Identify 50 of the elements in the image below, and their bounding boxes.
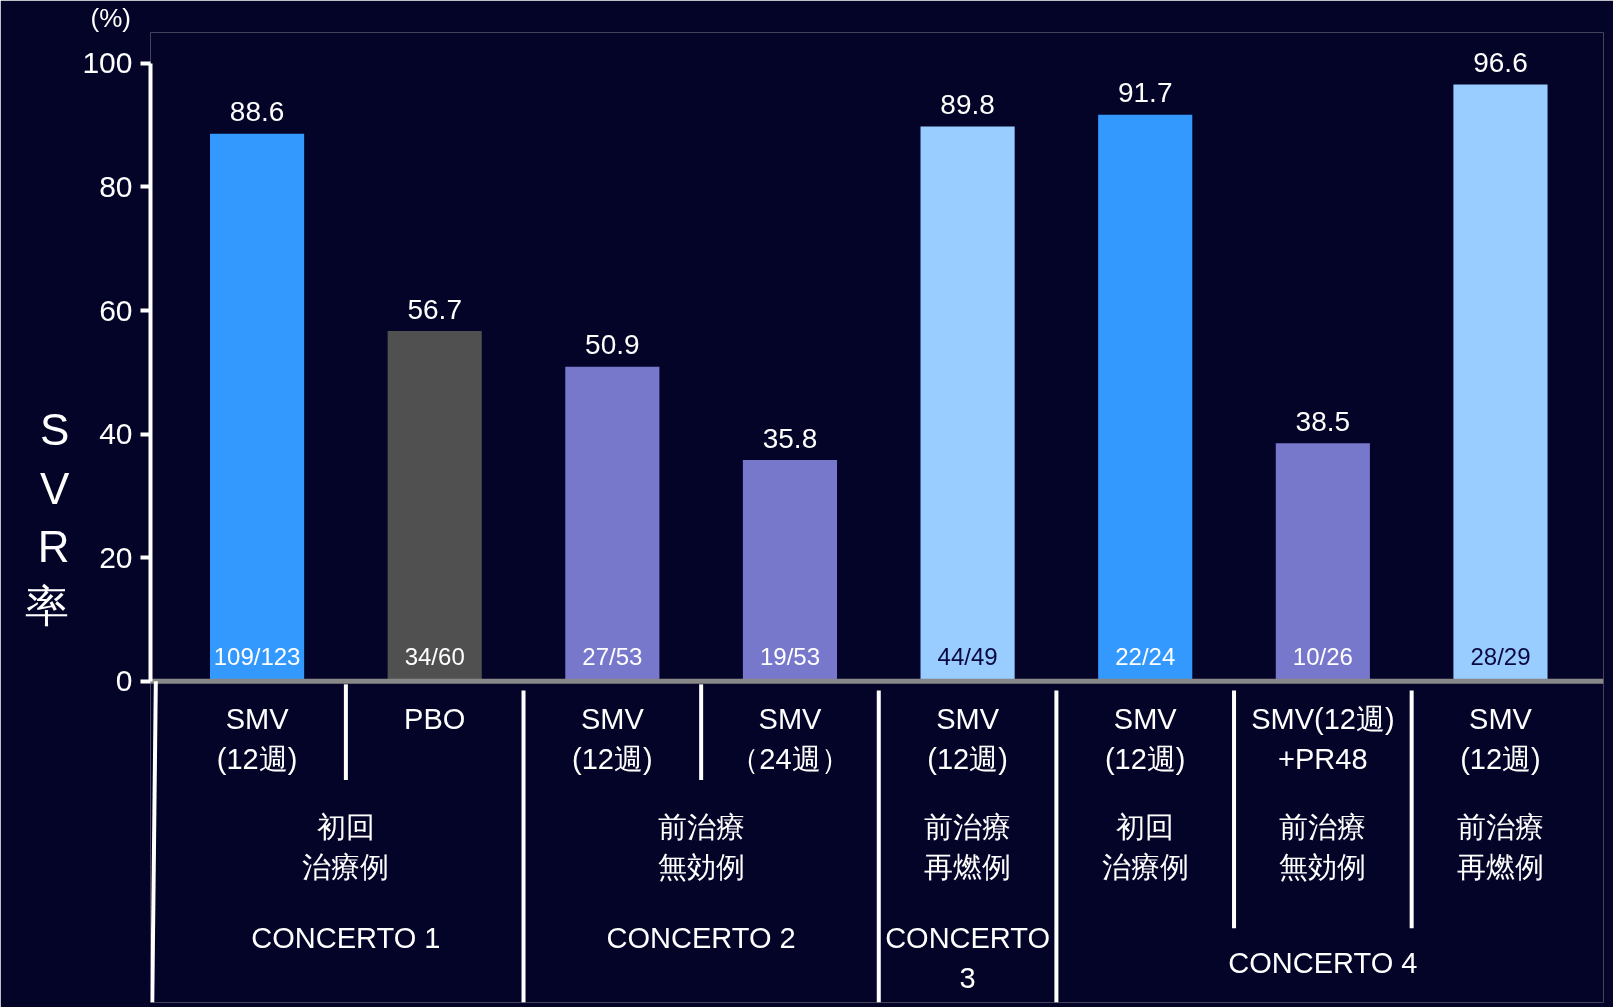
- text: CONCERTO 1: [251, 922, 441, 955]
- data-label: 56.7: [407, 293, 462, 325]
- y-tick-label: 100: [82, 46, 133, 80]
- y-tick-label: 40: [99, 417, 133, 451]
- y-tick-label: 60: [99, 293, 133, 327]
- x-tick-label: SMV (12週): [572, 702, 653, 775]
- text: 初回治療例: [1101, 810, 1189, 883]
- bar: [1275, 443, 1370, 682]
- x-tick-label: SMV (12週): [216, 702, 298, 775]
- text: (%): [90, 2, 131, 33]
- text: 前治療無効例: [1279, 810, 1367, 883]
- x-tick-label: PBO: [404, 702, 466, 735]
- y-tick-label: 80: [99, 169, 133, 203]
- x-tick-label: SMV （24週）: [730, 702, 850, 775]
- text: CONCERTO 4: [1228, 946, 1418, 979]
- data-label: 35.8: [762, 422, 818, 454]
- data-label: 96.6: [1473, 47, 1528, 79]
- annotation: 44/49: [937, 643, 998, 671]
- annotation: 10/26: [1292, 643, 1353, 671]
- x-tick-label: SMV (12週): [1104, 702, 1186, 775]
- bar: [1453, 84, 1548, 682]
- data-label: 88.6: [229, 96, 285, 128]
- y-tick-label: 20: [99, 540, 133, 574]
- text: 前治療再燃例: [924, 810, 1012, 883]
- annotation: 109/123: [213, 643, 301, 671]
- annotation: 19/53: [759, 643, 820, 671]
- annotation: 28/29: [1470, 643, 1531, 671]
- bar: [1098, 114, 1193, 682]
- x-tick-label: SMV(12週) +PR48: [1251, 702, 1395, 775]
- bar: [210, 133, 305, 682]
- annotation: 27/53: [582, 643, 643, 671]
- text: 前治療無効例: [657, 810, 745, 883]
- data-label: 91.7: [1117, 77, 1173, 109]
- x-tick-label: SMV (12週): [927, 702, 1008, 775]
- bar: [920, 126, 1015, 682]
- y-axis-title: SVR率: [25, 404, 71, 631]
- annotation: 22/24: [1115, 643, 1176, 671]
- bar: [742, 460, 838, 682]
- text: CONCERTO 3: [885, 922, 1051, 995]
- y-tick-label: 0: [115, 664, 133, 698]
- data-label: 38.5: [1295, 406, 1351, 437]
- text: 前治療再燃例: [1456, 810, 1544, 883]
- data-label: 50.9: [585, 329, 640, 361]
- annotation: 34/60: [404, 643, 465, 671]
- bar: [387, 330, 482, 682]
- bar: [565, 366, 660, 682]
- data-label: 89.8: [940, 89, 995, 121]
- text: CONCERTO 2: [606, 922, 796, 955]
- x-tick-label: SMV (12週): [1460, 702, 1541, 775]
- text: 初回治療例: [302, 810, 390, 883]
